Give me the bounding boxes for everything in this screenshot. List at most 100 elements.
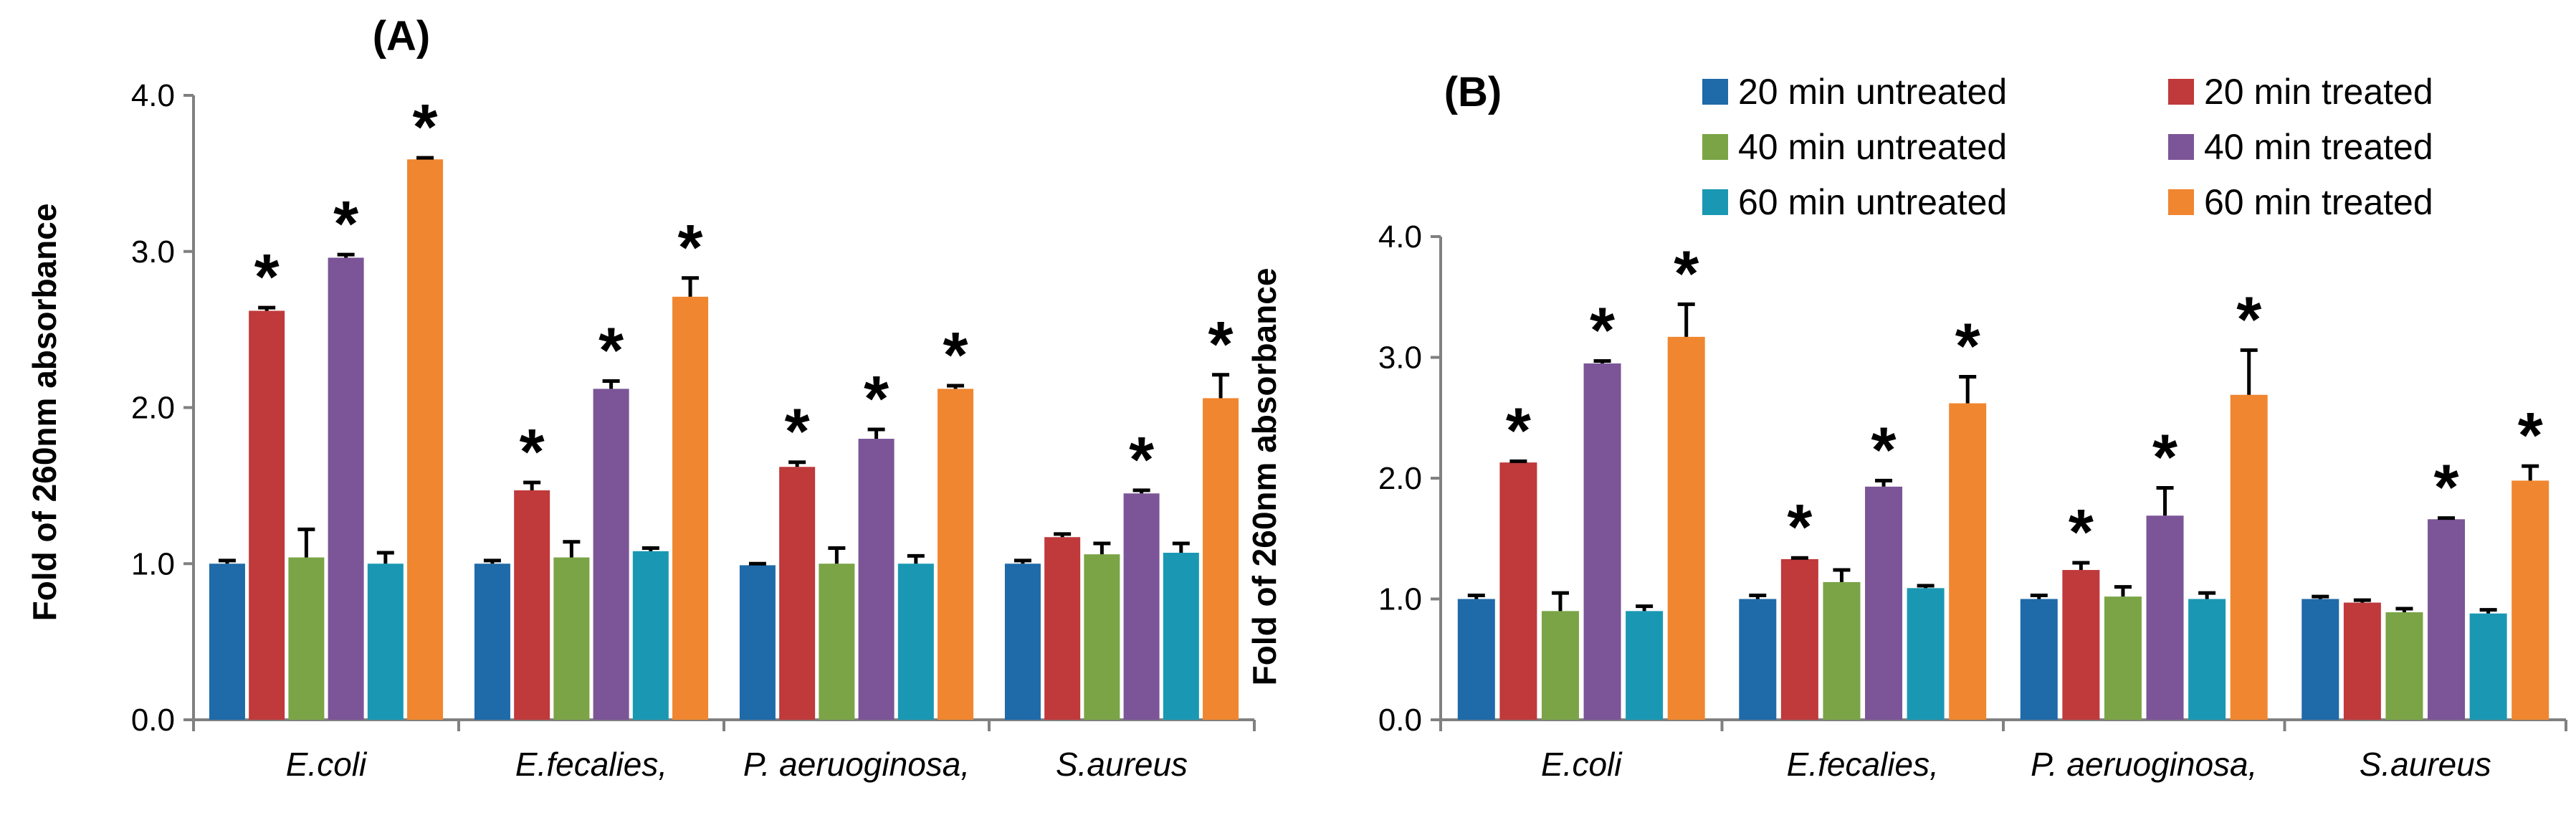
legend-label: 60 min untreated bbox=[1738, 182, 2007, 222]
bar bbox=[1739, 599, 1777, 720]
y-axis-label-b: Fold of 260nm absorbance bbox=[1246, 268, 1283, 686]
bar bbox=[1823, 581, 1861, 720]
legend-swatch bbox=[1702, 134, 1728, 160]
legend-label: 40 min untreated bbox=[1738, 127, 2007, 167]
y-axis-label-a: Fold of 260nm absorbance bbox=[26, 204, 63, 622]
bar bbox=[2146, 515, 2184, 720]
bar bbox=[2230, 394, 2268, 720]
x-tick-label: E.fecalies, bbox=[515, 746, 667, 783]
bar bbox=[1780, 558, 1818, 720]
bar bbox=[1667, 336, 1705, 720]
bar bbox=[2020, 599, 2058, 720]
significance-marker: * bbox=[598, 315, 624, 386]
bar bbox=[553, 557, 590, 720]
significance-marker: * bbox=[333, 189, 358, 260]
bar bbox=[514, 490, 550, 720]
significance-marker: * bbox=[2069, 497, 2094, 569]
bar bbox=[938, 389, 974, 720]
significance-marker: * bbox=[2236, 284, 2261, 356]
x-tick-label: S.aureus bbox=[1056, 746, 1188, 783]
significance-marker: * bbox=[1674, 238, 1699, 310]
significance-marker: * bbox=[413, 92, 438, 163]
bar bbox=[249, 310, 285, 720]
x-tick-label: S.aureus bbox=[2360, 746, 2491, 783]
bar bbox=[1084, 554, 1120, 720]
panel-label-a: (A) bbox=[373, 13, 431, 60]
significance-marker: * bbox=[2518, 400, 2543, 472]
significance-marker: * bbox=[1590, 295, 1615, 367]
significance-marker: * bbox=[1787, 492, 1812, 563]
legend-label: 20 min untreated bbox=[1738, 72, 2007, 112]
bar bbox=[632, 551, 669, 720]
bar bbox=[2301, 599, 2339, 720]
y-tick-label: 1.0 bbox=[131, 546, 175, 581]
legend-label: 40 min treated bbox=[2204, 127, 2433, 167]
bar bbox=[2385, 612, 2423, 720]
significance-marker: * bbox=[1955, 310, 1980, 382]
significance-marker: * bbox=[785, 396, 810, 468]
x-tick-label: P. aeruoginosa, bbox=[2031, 746, 2257, 783]
legend-swatch bbox=[1702, 79, 1728, 105]
significance-marker: * bbox=[2434, 452, 2459, 524]
y-tick-label: 2.0 bbox=[131, 391, 175, 426]
y-tick-label: 0.0 bbox=[131, 703, 175, 738]
bar bbox=[1626, 611, 1664, 720]
bar bbox=[209, 563, 245, 720]
bar bbox=[1044, 537, 1081, 720]
bar bbox=[2104, 596, 2142, 720]
bar bbox=[407, 159, 444, 720]
bar bbox=[328, 257, 364, 720]
x-tick-label: P. aeruoginosa, bbox=[743, 746, 970, 783]
legend-swatch bbox=[2168, 189, 2194, 215]
bar bbox=[2428, 519, 2466, 720]
x-tick-label: E.coli bbox=[1541, 746, 1623, 783]
legend-swatch bbox=[2168, 134, 2194, 160]
chart-a: (A) Fold of 260nm absorbance 0.0 1.0 2.0 3.… bbox=[26, 13, 1256, 783]
y-tick-label: 4.0 bbox=[131, 78, 175, 113]
legend-label: 20 min treated bbox=[2204, 72, 2433, 112]
significance-marker: * bbox=[864, 363, 889, 435]
significance-marker: * bbox=[1506, 395, 1531, 467]
bar bbox=[1865, 486, 1903, 720]
legend-swatch bbox=[2168, 79, 2194, 105]
y-tick-label: 4.0 bbox=[1378, 219, 1422, 255]
bar bbox=[1907, 588, 1945, 720]
bar bbox=[1541, 611, 1579, 720]
bar bbox=[2469, 613, 2507, 720]
bar bbox=[2188, 599, 2226, 720]
x-tick-label: E.fecalies, bbox=[1787, 746, 1939, 783]
bar bbox=[474, 563, 510, 720]
y-tick-label: 1.0 bbox=[1378, 582, 1422, 617]
bar bbox=[2062, 570, 2100, 720]
chart-b: (B) Fold of 260nm absorbance 20 min untr… bbox=[1246, 69, 2567, 783]
bar bbox=[1123, 493, 1160, 720]
significance-marker: * bbox=[1871, 414, 1897, 486]
bar bbox=[779, 467, 816, 720]
bar bbox=[1203, 398, 1239, 720]
significance-marker: * bbox=[1208, 309, 1234, 381]
bar bbox=[672, 296, 709, 720]
x-tick-label: E.coli bbox=[286, 746, 368, 783]
legend: 20 min untreated 20 min treated 40 min unt… bbox=[1702, 72, 2433, 222]
significance-marker: * bbox=[1129, 424, 1154, 496]
bar bbox=[593, 389, 629, 720]
significance-marker: * bbox=[254, 242, 280, 313]
bar bbox=[1499, 462, 1537, 720]
significance-marker: * bbox=[2152, 422, 2177, 493]
bar bbox=[739, 565, 776, 720]
bar bbox=[367, 563, 404, 720]
significance-marker: * bbox=[943, 320, 968, 391]
bar bbox=[1004, 563, 1041, 720]
bar bbox=[2343, 602, 2381, 720]
y-tick-label: 0.0 bbox=[1378, 703, 1422, 738]
bar bbox=[1583, 363, 1621, 720]
bar bbox=[858, 439, 895, 720]
bar bbox=[1949, 403, 1987, 720]
bar bbox=[1457, 599, 1495, 720]
y-tick-label: 2.0 bbox=[1378, 461, 1422, 496]
y-tick-label: 3.0 bbox=[1378, 341, 1422, 376]
y-tick-label: 3.0 bbox=[131, 234, 175, 270]
legend-label: 60 min treated bbox=[2204, 182, 2433, 222]
panel-label-b: (B) bbox=[1444, 69, 1502, 115]
